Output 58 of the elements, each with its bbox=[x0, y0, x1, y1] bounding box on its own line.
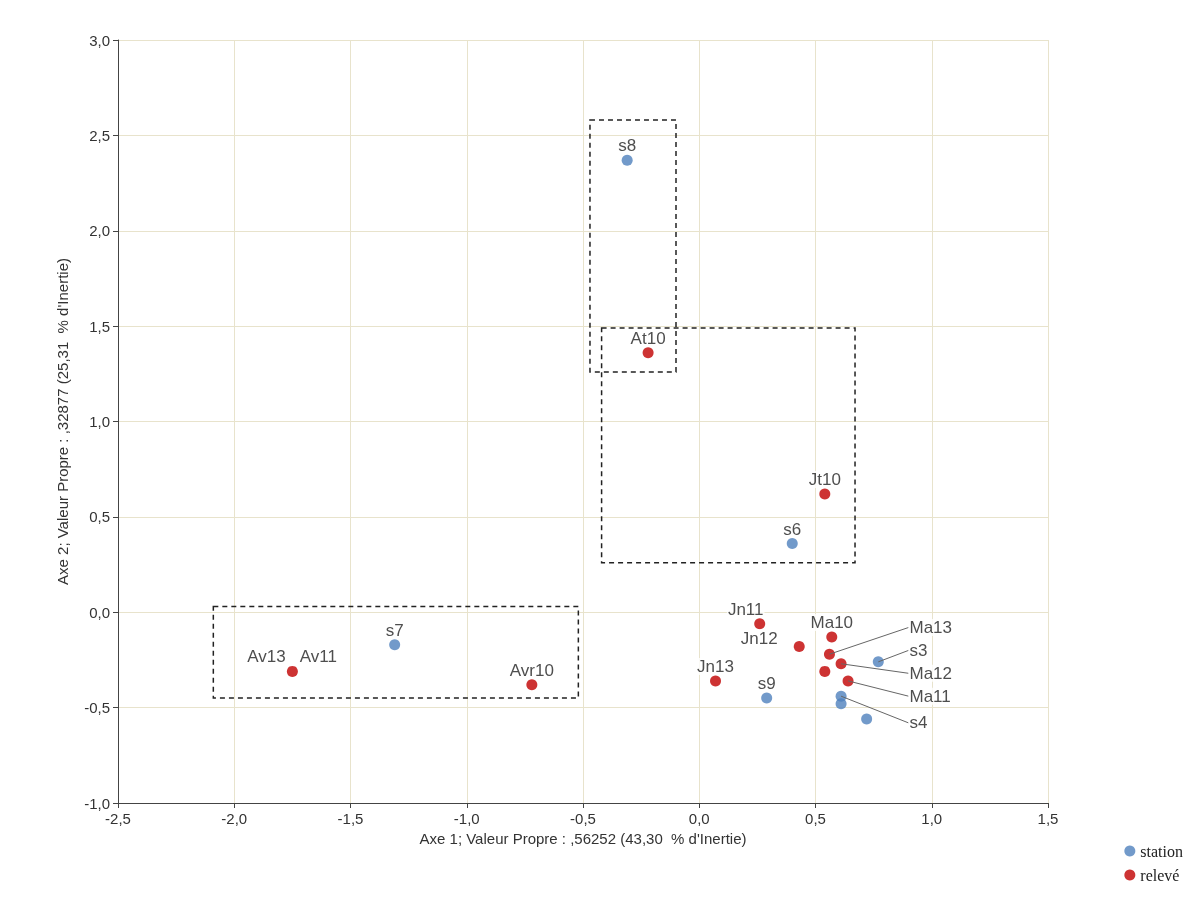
annotation: Ma13 bbox=[909, 618, 953, 638]
y-tick-label: 0,5 bbox=[89, 508, 110, 526]
y-tick-label: -0,5 bbox=[84, 699, 110, 717]
y-tick-label: 3,0 bbox=[89, 31, 110, 49]
annotation: Ma12 bbox=[909, 663, 953, 683]
point bbox=[526, 679, 538, 691]
point bbox=[642, 347, 654, 359]
annotation: Jn11 bbox=[727, 599, 764, 619]
y-tick-label: 1,0 bbox=[89, 413, 110, 430]
annotation: Jt10 bbox=[808, 469, 841, 489]
y-tick-label: 2,5 bbox=[89, 126, 110, 144]
point bbox=[823, 648, 835, 660]
y-tick-label: 0,0 bbox=[89, 603, 110, 621]
point bbox=[754, 618, 766, 630]
annotation: At10 bbox=[630, 328, 666, 348]
point bbox=[761, 692, 773, 704]
annotation: s8 bbox=[618, 136, 637, 156]
y-axis-title: Axe 2; Valeur Propre : ,32877 (25,31 % d'Inertie) bbox=[54, 258, 71, 585]
annotation: s3 bbox=[909, 640, 928, 660]
point bbox=[819, 665, 831, 677]
annotation: s7 bbox=[385, 620, 404, 640]
point bbox=[710, 675, 722, 687]
annotation: s6 bbox=[783, 519, 802, 539]
y-tick-label: 1,5 bbox=[89, 317, 110, 335]
annotation: Ma11 bbox=[909, 686, 951, 706]
annotation: Jn12 bbox=[740, 628, 778, 648]
y-tick-label: 2,0 bbox=[89, 222, 110, 240]
x-tick-label: -1,5 bbox=[337, 810, 364, 827]
point bbox=[286, 665, 298, 677]
x-tick-label: -2,5 bbox=[105, 810, 131, 827]
x-axis-title: Axe 1; Valeur Propre : ,56252 (43,30 % d'Inertie) bbox=[419, 830, 747, 847]
point bbox=[826, 631, 838, 643]
x-tick-label: -1,0 bbox=[453, 810, 480, 827]
point bbox=[819, 488, 831, 500]
x-tick-label: 1,5 bbox=[1037, 810, 1059, 827]
x-tick-label: 0,5 bbox=[805, 810, 826, 827]
x-tick-label: -2,0 bbox=[221, 810, 248, 827]
annotation: Av11 bbox=[299, 647, 337, 667]
point bbox=[872, 656, 884, 668]
point bbox=[621, 154, 633, 166]
annotation: Avr10 bbox=[509, 660, 554, 680]
x-tick-label: 0,0 bbox=[688, 810, 710, 827]
x-tick-label: -0,5 bbox=[570, 810, 596, 827]
legend-label: station bbox=[1140, 842, 1184, 860]
y-tick-label: -1,0 bbox=[84, 794, 110, 812]
legend-label: relevé bbox=[1140, 866, 1180, 884]
point bbox=[835, 658, 847, 670]
point bbox=[793, 641, 805, 653]
x-tick-label: 1,0 bbox=[921, 810, 943, 827]
annotation: Av13 bbox=[247, 647, 286, 667]
point bbox=[389, 639, 401, 651]
annotation: s4 bbox=[909, 713, 928, 733]
point bbox=[835, 698, 847, 710]
annotation: Jn13 bbox=[697, 656, 734, 676]
annotation: Ma10 bbox=[810, 613, 854, 633]
point bbox=[786, 538, 798, 550]
annotation: s9 bbox=[757, 674, 776, 694]
point bbox=[861, 713, 873, 725]
